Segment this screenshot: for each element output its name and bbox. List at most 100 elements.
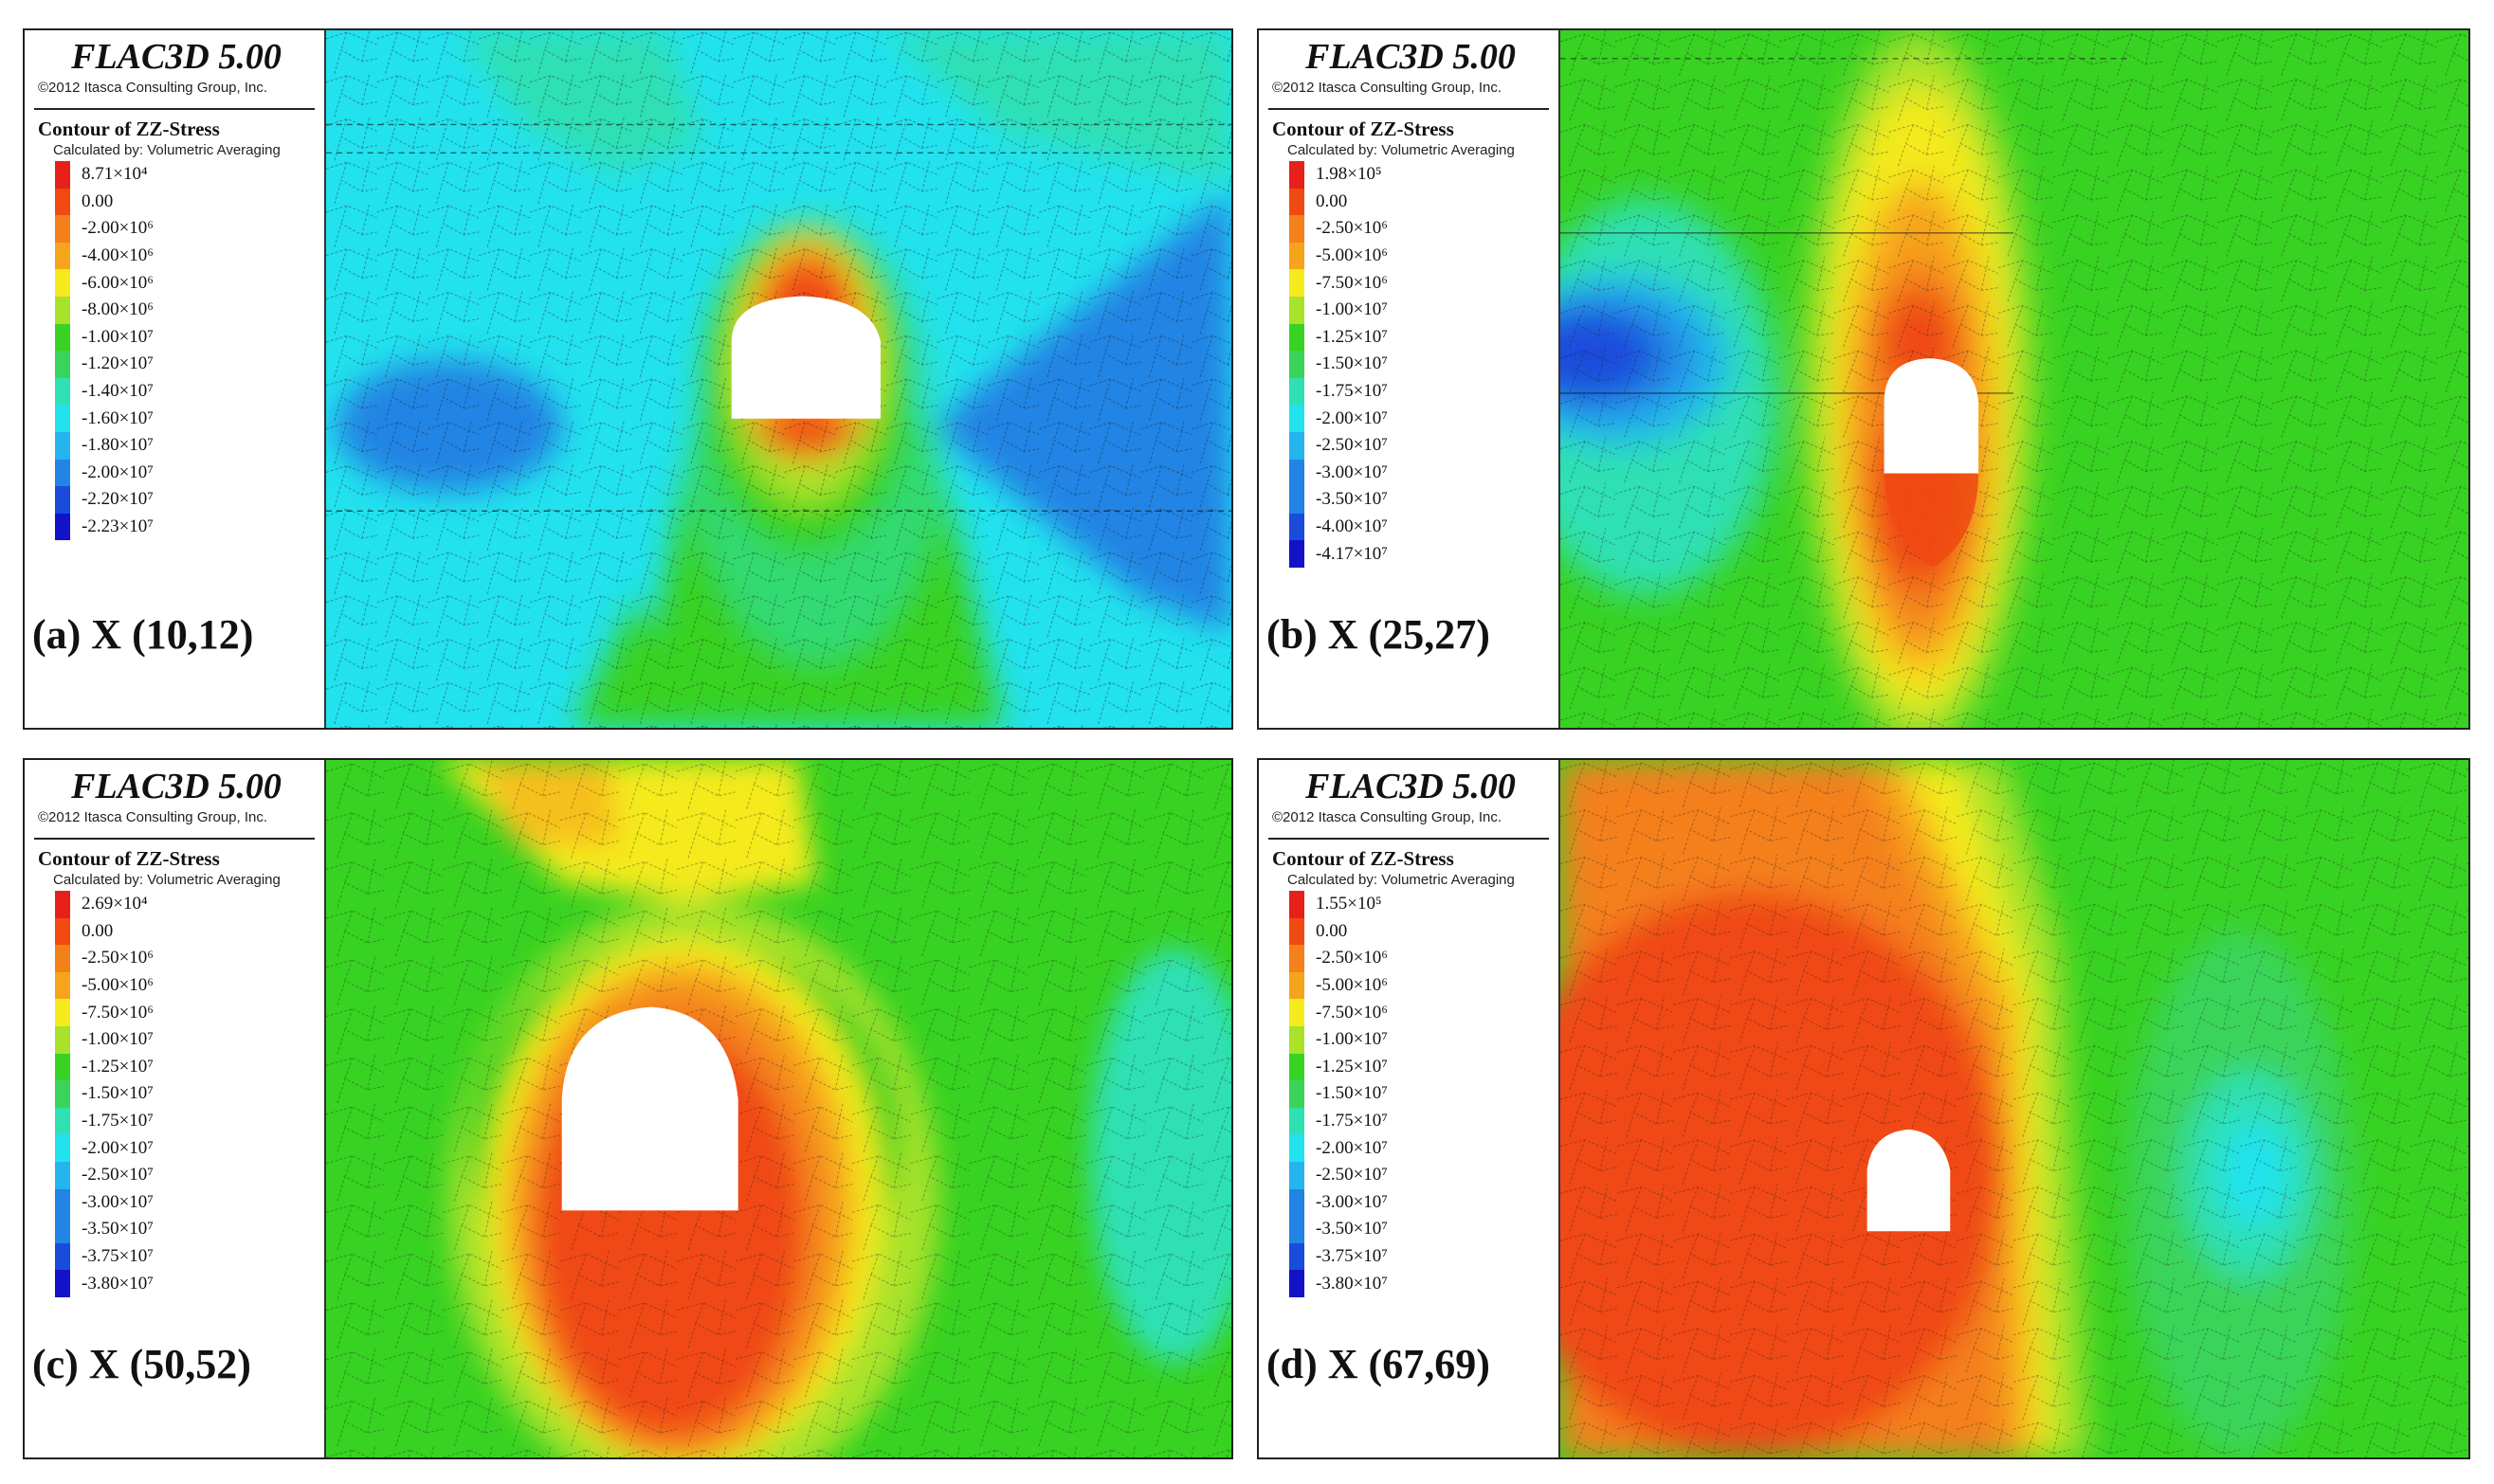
legend-swatch — [1289, 513, 1304, 541]
legend-entry: 0.00 — [1289, 188, 1555, 216]
legend-swatch — [55, 1025, 70, 1054]
copyright-text: ©2012 Itasca Consulting Group, Inc. — [38, 809, 268, 825]
legend-label: 1.98×10⁵ — [1316, 164, 1382, 185]
calculated-by-text: Calculated by: Volumetric Averaging — [1287, 872, 1515, 888]
legend-entry: -6.00×10⁶ — [55, 269, 320, 297]
legend-label: -1.20×10⁷ — [82, 353, 154, 374]
legend-label: -3.75×10⁷ — [1316, 1246, 1388, 1267]
legend-label: 0.00 — [1316, 920, 1348, 941]
legend-label: -2.50×10⁷ — [1316, 435, 1388, 456]
copyright-text: ©2012 Itasca Consulting Group, Inc. — [38, 80, 268, 96]
legend-swatch — [1289, 377, 1304, 406]
legend-label: 0.00 — [1316, 190, 1348, 211]
legend-swatch — [55, 188, 70, 216]
legend-swatch — [1289, 431, 1304, 460]
legend-label: -3.00×10⁷ — [1316, 1191, 1388, 1212]
legend-label: -3.50×10⁷ — [1316, 1219, 1388, 1240]
legend-entry: 0.00 — [55, 188, 320, 216]
divider — [1268, 838, 1549, 840]
legend-swatch — [1289, 323, 1304, 352]
legend-swatch — [1289, 1216, 1304, 1243]
calculated-by-text: Calculated by: Volumetric Averaging — [53, 872, 281, 888]
tunnel-opening — [561, 1006, 738, 1211]
legend-entry: -1.80×10⁷ — [55, 431, 320, 460]
legend-label: -5.00×10⁶ — [82, 975, 154, 996]
contour-plot — [1560, 760, 2468, 1457]
legend-swatch — [55, 1161, 70, 1189]
legend-entry: -1.25×10⁷ — [55, 1053, 320, 1081]
legend-entry: 1.98×10⁵ — [1289, 161, 1555, 189]
legend-label: -3.75×10⁷ — [82, 1246, 154, 1267]
legend-swatch — [55, 269, 70, 297]
legend-label: -2.23×10⁷ — [82, 516, 154, 537]
copyright-text: ©2012 Itasca Consulting Group, Inc. — [1272, 80, 1502, 96]
legend-swatch — [1289, 971, 1304, 1000]
legend-entry: -3.00×10⁷ — [1289, 1188, 1555, 1217]
legend-entry: -3.75×10⁷ — [1289, 1242, 1555, 1271]
legend-label: -2.20×10⁷ — [82, 489, 154, 510]
divider — [34, 838, 315, 840]
legend-entry: -7.50×10⁶ — [55, 999, 320, 1026]
panel-a: FLAC3D 5.00 ©2012 Itasca Consulting Grou… — [23, 28, 1233, 730]
divider — [34, 108, 315, 110]
legend-entry: -1.50×10⁷ — [1289, 1080, 1555, 1108]
legend-label: -6.00×10⁶ — [82, 272, 154, 293]
legend-label: -5.00×10⁶ — [1316, 975, 1388, 996]
legend-label: -1.40×10⁷ — [82, 381, 154, 402]
panel-caption: (a) X (10,12) — [32, 611, 254, 658]
legend-label: -1.25×10⁷ — [1316, 326, 1388, 347]
software-title: FLAC3D 5.00 — [1305, 37, 1516, 77]
legend-entry: -1.00×10⁷ — [1289, 1025, 1555, 1054]
legend-entry: -2.20×10⁷ — [55, 486, 320, 514]
panel-caption: (c) X (50,52) — [32, 1341, 251, 1387]
contour-title: Contour of ZZ-Stress — [1272, 118, 1454, 140]
legend-entry: -1.25×10⁷ — [1289, 323, 1555, 352]
legend-swatch — [1289, 1025, 1304, 1054]
legend-entry: -1.75×10⁷ — [1289, 377, 1555, 406]
legend-label: -1.50×10⁷ — [82, 1083, 154, 1104]
tunnel-opening — [1884, 358, 1979, 474]
legend-entry: 0.00 — [1289, 917, 1555, 946]
legend-swatch — [55, 486, 70, 514]
legend-label: -2.50×10⁷ — [1316, 1165, 1388, 1185]
legend-label: -1.80×10⁷ — [82, 435, 154, 456]
legend-label: -1.60×10⁷ — [82, 407, 154, 428]
legend-entry: -2.00×10⁶ — [55, 215, 320, 243]
contour-title: Contour of ZZ-Stress — [38, 118, 220, 140]
legend-swatch — [1289, 1053, 1304, 1081]
legend-label: -4.00×10⁶ — [82, 245, 154, 266]
legend-label: -1.75×10⁷ — [1316, 1111, 1388, 1131]
legend-swatch — [1289, 1270, 1304, 1297]
legend-label: -3.50×10⁷ — [1316, 489, 1388, 510]
legend-label: -1.25×10⁷ — [82, 1056, 154, 1077]
legend-entry: -3.75×10⁷ — [55, 1242, 320, 1271]
legend-label: -2.50×10⁶ — [1316, 218, 1388, 239]
legend-entry: -3.80×10⁷ — [1289, 1270, 1555, 1297]
legend-swatch — [1289, 1134, 1304, 1162]
legend-swatch — [1289, 188, 1304, 216]
legend-entry: -3.50×10⁷ — [1289, 1216, 1555, 1243]
legend-box: FLAC3D 5.00 ©2012 Itasca Consulting Grou… — [1259, 30, 1560, 728]
legend-label: -5.00×10⁶ — [1316, 245, 1388, 266]
legend-swatch — [55, 215, 70, 243]
legend-entry: -2.00×10⁷ — [55, 459, 320, 487]
legend-entry: -2.50×10⁶ — [55, 945, 320, 972]
panel-d: FLAC3D 5.00 ©2012 Itasca Consulting Grou… — [1257, 758, 2470, 1459]
tunnel-opening — [1866, 1129, 1951, 1232]
contour-plot — [326, 760, 1231, 1457]
legend-label: -3.00×10⁷ — [1316, 461, 1388, 482]
legend-swatch — [55, 405, 70, 432]
software-title: FLAC3D 5.00 — [1305, 767, 1516, 806]
legend-entry: -1.25×10⁷ — [1289, 1053, 1555, 1081]
legend-entry: -3.80×10⁷ — [55, 1270, 320, 1297]
legend-label: -3.00×10⁷ — [82, 1191, 154, 1212]
legend-box: FLAC3D 5.00 ©2012 Itasca Consulting Grou… — [25, 760, 326, 1457]
legend-label: -1.25×10⁷ — [1316, 1056, 1388, 1077]
legend-label: -2.00×10⁷ — [82, 1137, 154, 1158]
legend-swatch — [55, 1107, 70, 1135]
legend-label: 2.69×10⁴ — [82, 894, 148, 914]
legend-label: -3.80×10⁷ — [1316, 1273, 1388, 1294]
legend-swatch — [55, 513, 70, 541]
legend-swatch — [1289, 269, 1304, 297]
legend-swatch — [1289, 1080, 1304, 1108]
